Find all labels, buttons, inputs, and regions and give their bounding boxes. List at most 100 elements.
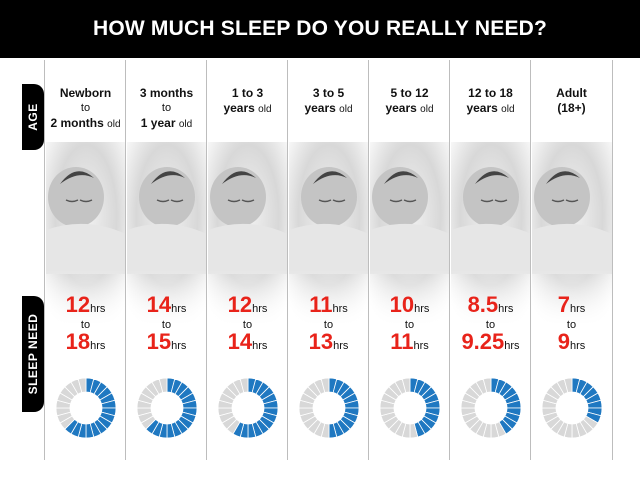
hours-unit: hrs	[569, 303, 586, 315]
age-line: to	[161, 102, 172, 114]
donut-segment	[482, 377, 492, 394]
age-suffix: old	[178, 119, 193, 130]
sleep-hours: 10hrs to 11hrs	[369, 294, 450, 357]
age-group-column: Adult (18+) 7hrs to 9hrs	[530, 60, 613, 460]
donut-segment	[401, 377, 411, 394]
donut-segment	[563, 377, 573, 394]
sleep-hours: 11hrs to 13hrs	[288, 294, 369, 357]
age-line: 12 to 18	[468, 86, 513, 100]
age-label-text: AGE	[26, 103, 40, 131]
hours-unit: hrs	[90, 340, 106, 352]
age-line: 1 to 3	[231, 86, 264, 100]
hours-to: to	[323, 319, 334, 331]
sleep-share-donut	[217, 377, 279, 439]
donut-segment	[239, 377, 249, 394]
hours-to: to	[404, 319, 415, 331]
age-line: 3 months	[139, 86, 194, 100]
sleep-share-donut	[541, 377, 603, 439]
sleep-need-side-label: SLEEP NEED	[22, 296, 44, 412]
hours-max: 9.25	[461, 329, 505, 354]
sleep-need-label-text: SLEEP NEED	[26, 313, 40, 395]
hours-unit: hrs	[332, 303, 348, 315]
hours-max: 13	[308, 329, 334, 354]
age-line: to	[80, 102, 91, 114]
hours-unit: hrs	[171, 340, 187, 352]
age-line: (18+)	[557, 101, 586, 115]
sleeping-person-photo	[532, 142, 612, 325]
age-line: Adult	[556, 86, 587, 100]
age-group-label: 1 to 3 years old	[207, 86, 288, 117]
sleep-share-donut	[298, 377, 360, 439]
hours-unit: hrs	[252, 303, 268, 315]
sleep-hours: 14hrs to 15hrs	[126, 294, 207, 357]
age-group-label: Adult (18+)	[531, 86, 612, 116]
age-line-value: 1 year	[140, 116, 176, 130]
age-line: 3 to 5	[312, 86, 345, 100]
hours-min: 14	[146, 292, 172, 317]
age-suffix: old	[420, 104, 434, 115]
age-line: years old	[369, 101, 450, 117]
age-line-value: 2 months	[50, 116, 104, 130]
sleep-share-donut	[55, 377, 117, 439]
hours-to: to	[161, 319, 172, 331]
hours-min: 7	[557, 292, 570, 317]
hours-to: to	[485, 319, 496, 331]
hours-unit: hrs	[252, 340, 268, 352]
hours-min: 10	[389, 292, 415, 317]
age-suffix: old	[339, 104, 353, 115]
age-group-column: 5 to 12 years old 10hrs to 11hrs	[368, 60, 450, 460]
hours-unit: hrs	[569, 340, 586, 352]
hours-unit: hrs	[171, 303, 187, 315]
sleep-share-donut	[379, 377, 441, 439]
sleeping-person-photo	[46, 142, 126, 325]
age-group-label: 3 to 5 years old	[288, 86, 369, 117]
donut-segment	[320, 377, 330, 394]
donut-segment	[77, 377, 87, 394]
hours-max: 15	[146, 329, 172, 354]
age-group-column: 3 months to 1 year old 14hrs to 15hrs	[125, 60, 207, 460]
hours-max: 9	[557, 329, 570, 354]
page-title: HOW MUCH SLEEP DO YOU REALLY NEED?	[0, 0, 640, 58]
hours-unit: hrs	[504, 340, 520, 352]
hours-unit: hrs	[333, 340, 349, 352]
age-group-grid: Newborn to 2 months old 12hrs to 18hrs 3 month…	[44, 60, 613, 460]
hours-to: to	[566, 319, 577, 331]
age-group-column: 1 to 3 years old 12hrs to 14hrs	[206, 60, 288, 460]
sleep-share-donut	[136, 377, 198, 439]
hours-max: 14	[227, 329, 253, 354]
age-side-label: AGE	[22, 84, 44, 150]
hours-to: to	[80, 319, 91, 331]
hours-unit: hrs	[498, 303, 514, 315]
hours-min: 12	[227, 292, 253, 317]
age-group-label: 5 to 12 years old	[369, 86, 450, 117]
age-line-value: years	[385, 101, 417, 115]
age-group-label: Newborn to 2 months old	[45, 86, 126, 132]
age-line: 2 months old	[45, 116, 126, 132]
age-line: 5 to 12	[390, 86, 429, 100]
hours-min: 11	[309, 292, 333, 317]
age-line: years old	[450, 101, 531, 117]
age-suffix: old	[258, 104, 272, 115]
donut-segment	[158, 377, 168, 394]
age-group-column: Newborn to 2 months old 12hrs to 18hrs	[44, 60, 126, 460]
sleep-hours: 12hrs to 14hrs	[207, 294, 288, 357]
hours-max: 18	[65, 329, 91, 354]
age-line: Newborn	[59, 86, 112, 100]
sleep-hours: 8.5hrs to 9.25hrs	[450, 294, 531, 357]
age-line-value: years	[304, 101, 336, 115]
age-suffix: old	[107, 119, 121, 130]
age-group-column: 12 to 18 years old 8.5hrs to 9.25hrs	[449, 60, 531, 460]
sleeping-person-photo	[451, 142, 531, 325]
age-line-value: years	[466, 101, 498, 115]
sleeping-person-photo	[289, 142, 369, 325]
sleeping-person-photo	[127, 142, 207, 325]
age-line: years old	[288, 101, 369, 117]
hours-unit: hrs	[414, 303, 430, 315]
age-line-value: years	[223, 101, 255, 115]
hours-unit: hrs	[413, 340, 429, 352]
sleep-hours: 7hrs to 9hrs	[531, 294, 612, 357]
hours-unit: hrs	[90, 303, 106, 315]
age-group-label: 3 months to 1 year old	[126, 86, 207, 132]
sleeping-person-photo	[370, 142, 450, 325]
age-group-label: 12 to 18 years old	[450, 86, 531, 117]
